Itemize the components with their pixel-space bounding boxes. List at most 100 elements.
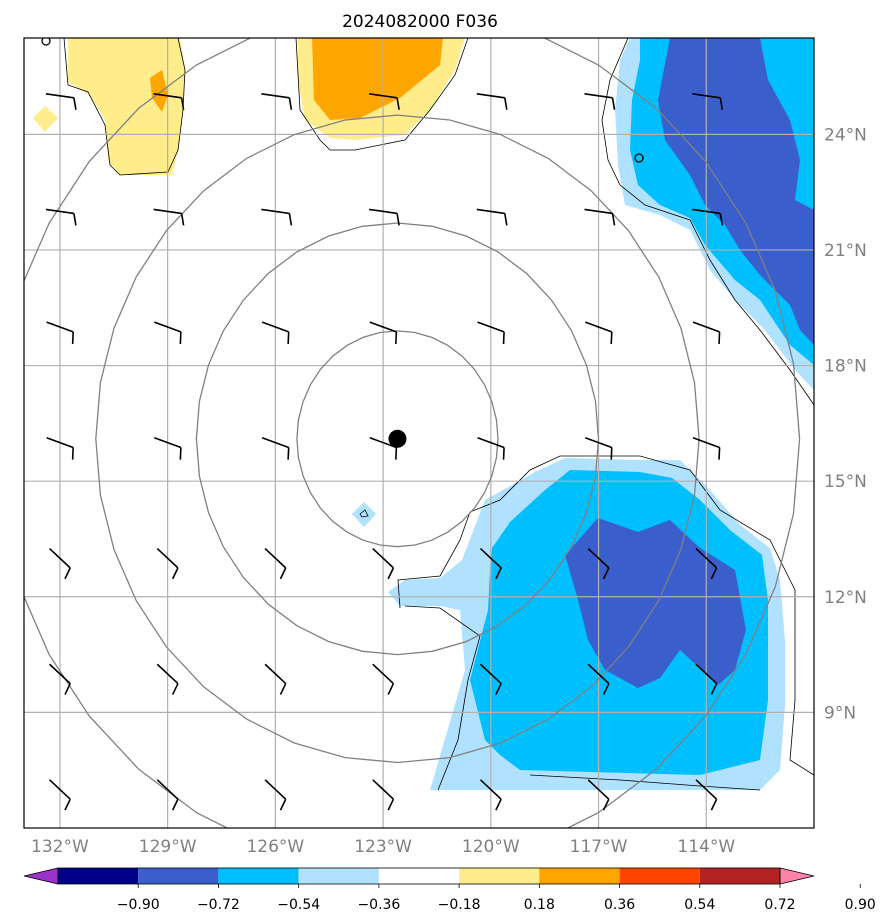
range-ring <box>95 114 700 764</box>
range-rings <box>24 38 801 828</box>
wind-barb <box>695 547 718 580</box>
small-station-circle-right <box>634 153 644 163</box>
wind-barb <box>584 436 613 460</box>
wind-barb <box>479 663 502 695</box>
wind-barb <box>587 547 610 580</box>
colorbar-tick-label: 0.54 <box>684 897 715 913</box>
lat-label: 15°N <box>824 472 867 492</box>
wind-barb <box>584 208 616 226</box>
map-plot-area <box>23 37 815 829</box>
longitude-labels: 132°W 129°W 126°W 123°W 120°W 117°W 114°W <box>31 837 735 857</box>
latitude-labels: 24°N 21°N 18°N 15°N 12°N 9°N <box>824 125 867 723</box>
lat-label: 24°N <box>824 125 867 145</box>
wind-barb <box>692 93 724 110</box>
fill-negative-dark-top-right <box>658 38 814 345</box>
wind-barb <box>372 663 395 695</box>
wind-barb <box>692 436 721 460</box>
zero-contours <box>63 38 814 791</box>
colorbar-extend-low <box>23 867 59 885</box>
fill-negative-small-blob <box>352 502 376 527</box>
wind-barb <box>264 779 287 811</box>
fill-positive-light-top-left <box>68 38 185 175</box>
wind-barb <box>261 93 293 110</box>
wind-barb <box>587 779 610 811</box>
contour-bottom-edge <box>529 774 761 791</box>
lat-label: 9°N <box>824 703 856 723</box>
wind-barb <box>479 547 502 580</box>
wind-barb <box>45 208 77 226</box>
wind-barb <box>692 321 721 345</box>
contour-island-small <box>359 509 369 518</box>
lon-label: 129°W <box>139 837 197 857</box>
fill-positive-light-small <box>33 106 58 132</box>
contour-top-left <box>63 38 186 176</box>
colorbar-segment <box>699 868 780 884</box>
figure-title: 2024082000 F036 <box>342 12 498 32</box>
wind-barb <box>695 779 718 811</box>
wind-barb <box>369 321 398 345</box>
colorbar-segment <box>138 868 219 884</box>
colorbar-tick-label: −0.54 <box>277 897 320 913</box>
wind-barb <box>479 779 502 811</box>
wind-barb <box>156 663 179 695</box>
wind-barb <box>264 547 287 580</box>
wind-barb <box>368 93 400 110</box>
fill-negative-dark-bottom-right <box>565 518 746 688</box>
colorbar-frame <box>57 867 781 885</box>
lon-label: 120°W <box>462 837 520 857</box>
small-station-circle-top-left <box>41 38 51 46</box>
wind-barb <box>261 436 290 460</box>
colorbar-segment <box>298 868 379 884</box>
lon-label: 123°W <box>354 837 412 857</box>
range-ring <box>296 330 499 548</box>
range-ring <box>195 222 600 656</box>
wind-barb <box>587 663 610 695</box>
wind-barb <box>692 208 724 226</box>
gridlines <box>24 38 814 828</box>
anomaly-fills <box>33 38 814 790</box>
wind-barb <box>695 663 718 695</box>
colorbar-tick-label: −0.72 <box>197 897 240 913</box>
range-ring <box>24 38 801 828</box>
lat-label: 12°N <box>824 588 867 608</box>
colorbar-tick-label: −0.90 <box>117 897 160 913</box>
fill-positive-orange-top-middle <box>312 38 443 120</box>
colorbar-segment <box>619 868 700 884</box>
storm-center-marker <box>388 429 407 448</box>
wind-barb <box>156 547 179 580</box>
contour-bottom-arc <box>404 605 481 791</box>
colorbar-tick-label: −0.36 <box>357 897 400 913</box>
wind-barb <box>476 208 508 226</box>
wind-barb <box>584 93 616 110</box>
wind-barb <box>154 436 182 460</box>
wind-barb <box>153 93 185 110</box>
lat-label: 18°N <box>824 357 867 377</box>
wind-barb <box>261 208 293 226</box>
lon-label: 126°W <box>246 837 304 857</box>
lat-label: 21°N <box>824 241 867 261</box>
wind-barbs <box>45 93 724 811</box>
wind-barb <box>45 93 77 110</box>
wind-barb <box>49 779 71 811</box>
colorbar-segment <box>58 868 139 884</box>
colorbar-tick-label: −0.18 <box>438 897 481 913</box>
colorbar-segment <box>539 868 620 884</box>
colorbar-tick-label: 0.72 <box>764 897 795 913</box>
colorbar-tick-label: 0.90 <box>845 897 876 913</box>
lon-label: 117°W <box>570 837 628 857</box>
colorbar-tick-label: 0.18 <box>524 897 555 913</box>
colorbar-segment <box>459 868 540 884</box>
wind-barb <box>584 321 613 345</box>
wind-barb <box>476 93 508 110</box>
wind-barb <box>477 436 505 460</box>
wind-barb <box>477 321 505 345</box>
plot-frame <box>23 37 815 829</box>
wind-barb <box>261 321 290 345</box>
colorbar: −0.90 −0.72 −0.54 −0.36 −0.18 0.18 0.36 0.54 0.7… <box>23 867 876 913</box>
contour-bottom-right <box>397 455 814 776</box>
wind-barb <box>372 547 395 580</box>
wind-barb <box>264 663 287 695</box>
contour-top-right <box>601 38 814 406</box>
wind-barb <box>154 321 182 345</box>
